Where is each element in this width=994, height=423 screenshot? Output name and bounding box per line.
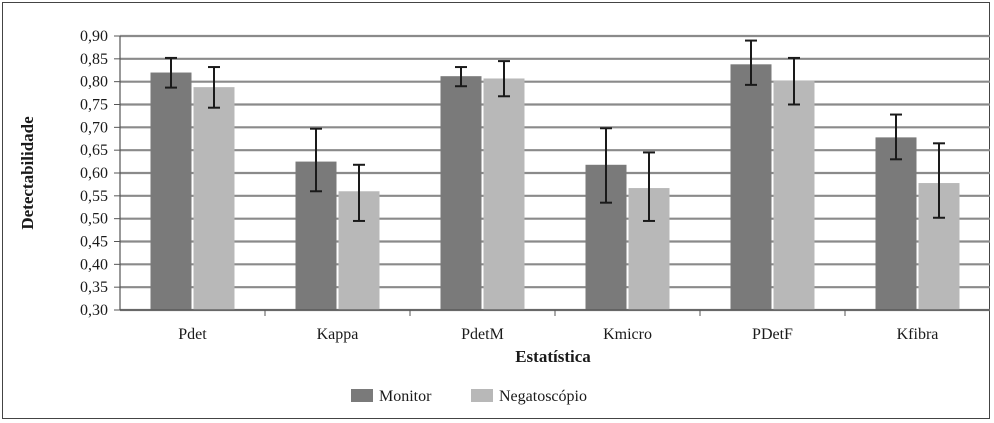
bar-monitor-pdetf (730, 64, 772, 311)
y-tick-label: 0,55 (80, 188, 108, 205)
y-tick-label: 0,30 (80, 302, 108, 319)
y-axis-title: Detectabilidade (18, 116, 37, 230)
x-tick-label: PDetF (752, 326, 793, 343)
y-tick-label: 0,60 (80, 165, 108, 182)
y-tick-label: 0,90 (80, 28, 108, 45)
x-tick-label: Kfibra (897, 326, 939, 343)
y-tick-label: 0,80 (80, 74, 108, 91)
y-tick-label: 0,75 (80, 97, 108, 114)
x-tick-label: Pdet (178, 326, 207, 343)
y-tick-label: 0,45 (80, 234, 108, 251)
bar-negatoscpio-pdetf (773, 80, 815, 311)
y-tick-label: 0,65 (80, 142, 108, 159)
y-tick-label: 0,85 (80, 51, 108, 68)
legend-label-negatoscopio: Negatoscópio (499, 388, 587, 405)
legend-label-monitor: Monitor (379, 388, 432, 405)
chart-frame: 0,30 0,35 0,40 0,45 0,50 0,55 0,60 0,65 0,70 0,75… (2, 2, 990, 419)
y-tick-label: 0,70 (80, 119, 108, 136)
axes (119, 36, 990, 316)
bar-monitor-pdet (150, 72, 192, 311)
x-tick-label: Kmicro (603, 326, 652, 343)
bar-chart: 0,30 0,35 0,40 0,45 0,50 0,55 0,60 0,65 0,70 0,75… (18, 28, 990, 405)
bar-monitor-pdetm (440, 76, 482, 310)
gridlines (120, 34, 990, 312)
bar-negatoscpio-pdetm (483, 78, 525, 310)
y-axis-ticks: 0,30 0,35 0,40 0,45 0,50 0,55 0,60 0,65 0,70 0,75… (80, 28, 120, 319)
y-tick-label: 0,35 (80, 279, 108, 296)
y-tick-label: 0,40 (80, 256, 108, 273)
legend: Monitor Negatoscópio (351, 388, 587, 405)
legend-swatch-negatoscopio (471, 389, 493, 402)
x-axis-ticks: Pdet Kappa PdetM Kmicro PDetF Kfibra (178, 326, 938, 343)
x-axis-title: Estatística (515, 347, 591, 366)
y-tick-label: 0,50 (80, 211, 108, 228)
bars (150, 39, 960, 311)
x-tick-label: Kappa (317, 326, 359, 343)
legend-swatch-monitor (351, 389, 373, 402)
bar-monitor-kfibra (875, 137, 917, 310)
bar-negatoscpio-pdet (193, 87, 235, 310)
x-tick-label: PdetM (461, 326, 504, 343)
